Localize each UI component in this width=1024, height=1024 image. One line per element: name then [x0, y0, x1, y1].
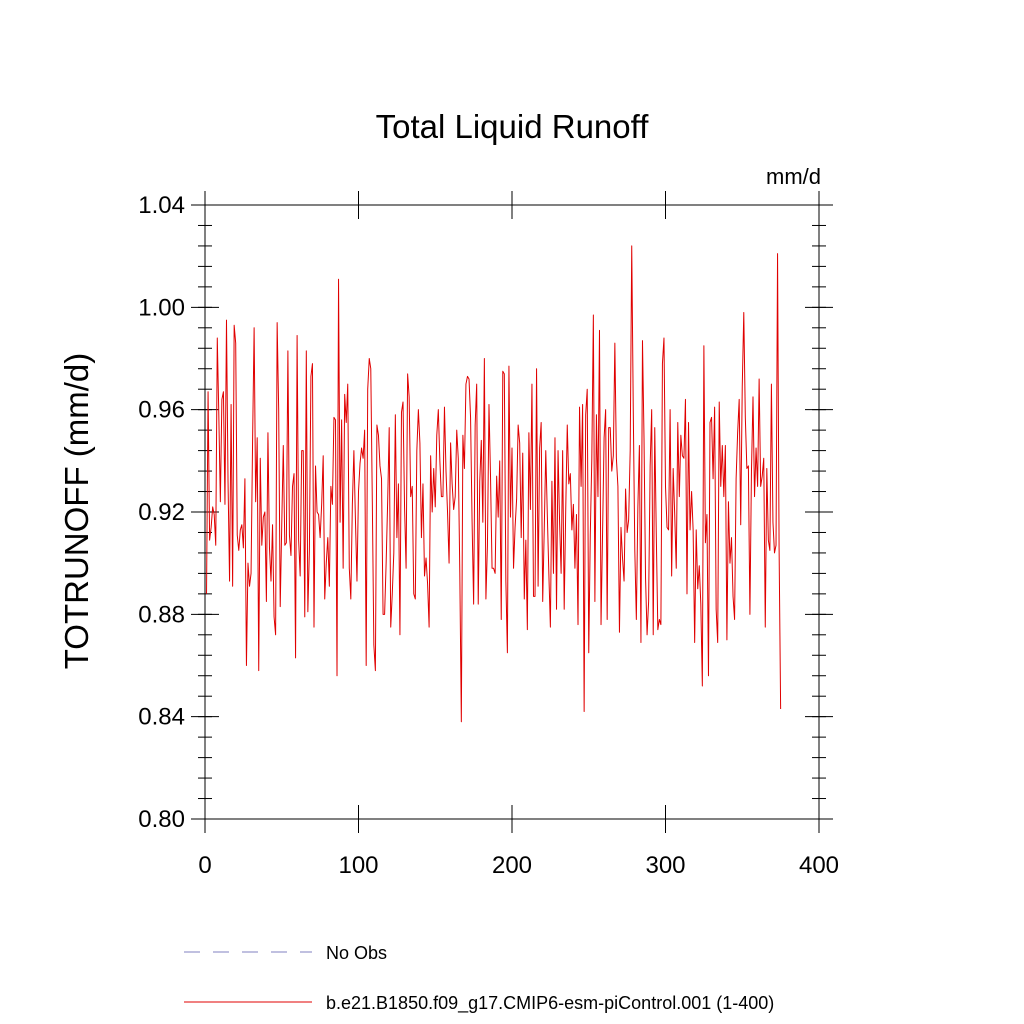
legend: No Obs b.e21.B1850.f09_g17.CMIP6-esm-piC… [184, 943, 774, 1014]
x-tick-label: 200 [492, 852, 532, 879]
x-tick-label: 0 [198, 852, 211, 879]
units-label: mm/d [766, 164, 821, 189]
x-tick-label: 400 [799, 852, 839, 879]
y-tick-label: 1.04 [138, 192, 185, 219]
x-axis-ticks: 0 100 200 300 400 [198, 191, 839, 879]
plot-frame [204, 204, 820, 820]
y-tick-label: 0.88 [138, 601, 185, 628]
legend-label-no-obs: No Obs [326, 943, 387, 963]
y-axis-ticks: 0.80 0.84 0.88 0.92 0.96 1.00 1.04 [138, 192, 833, 833]
x-tick-label: 300 [645, 852, 685, 879]
legend-label-model-run: b.e21.B1850.f09_g17.CMIP6-esm-piControl.… [326, 993, 774, 1014]
y-tick-label: 0.84 [138, 704, 185, 731]
y-tick-label: 1.00 [138, 294, 185, 321]
series-layer [206, 245, 782, 723]
y-axis-label: TOTRUNOFF (mm/d) [58, 353, 95, 670]
y-tick-label: 0.80 [138, 806, 185, 833]
chart-title: Total Liquid Runoff [376, 108, 650, 145]
series-line [206, 245, 782, 723]
y-tick-label: 0.96 [138, 397, 185, 424]
plot-border [204, 204, 820, 820]
x-tick-label: 100 [338, 852, 378, 879]
y-tick-label: 0.92 [138, 499, 185, 526]
